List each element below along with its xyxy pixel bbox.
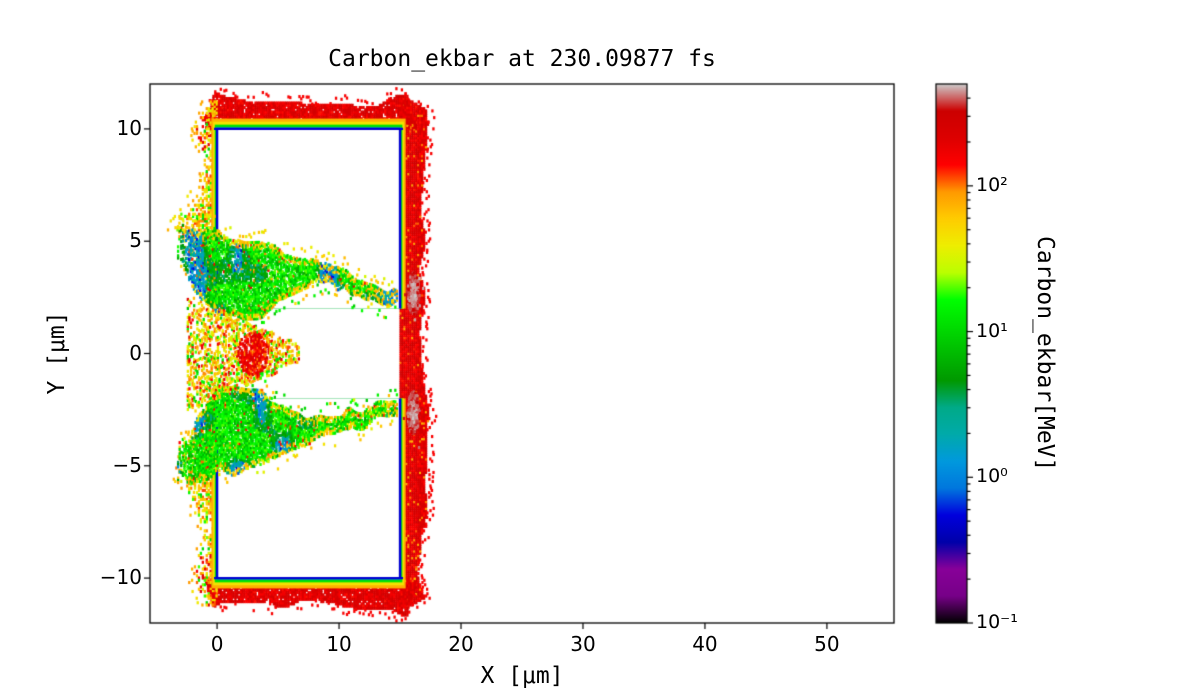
y-tick-label: 10 xyxy=(116,115,142,140)
x-tick-label: 10 xyxy=(326,632,352,656)
y-tick-label: −5 xyxy=(112,452,142,477)
colorbar-tick-label: 10¹ xyxy=(976,319,1008,342)
x-axis-label: X [μm] xyxy=(480,663,564,689)
y-tick-label: −10 xyxy=(99,565,142,590)
colorbar-tick-label: 10⁰ xyxy=(976,465,1008,488)
colorbar-tick-label: 10² xyxy=(976,173,1008,196)
x-tick-label: 40 xyxy=(692,632,718,656)
x-tick-label: 0 xyxy=(210,632,224,656)
colorbar-label: Carbon_ekbar[MeV] xyxy=(1032,235,1058,472)
y-tick-label: 0 xyxy=(129,340,142,365)
colorbar-tick-label: 10⁻¹ xyxy=(976,611,1018,633)
chart-title: Carbon_ekbar at 230.09877 fs xyxy=(328,46,716,72)
x-tick-label: 20 xyxy=(448,632,474,656)
x-tick-label: 50 xyxy=(814,632,840,656)
x-tick-label: 30 xyxy=(570,632,596,656)
y-tick-label: 5 xyxy=(129,228,142,253)
